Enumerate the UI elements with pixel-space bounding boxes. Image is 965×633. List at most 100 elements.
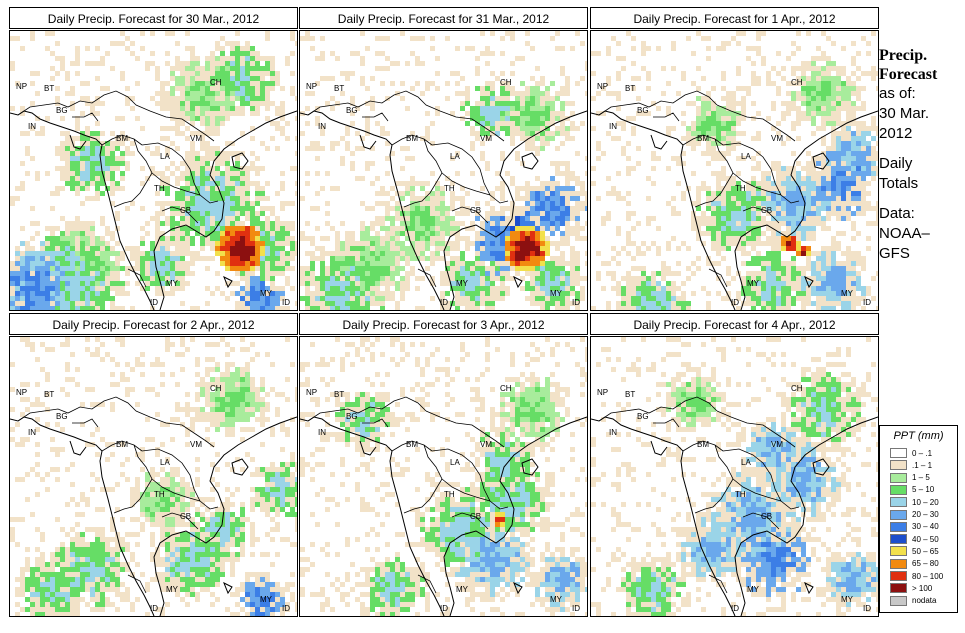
country-label: ID xyxy=(282,298,290,307)
country-label: BG xyxy=(346,106,358,115)
legend-swatch xyxy=(890,509,907,520)
country-label: BG xyxy=(637,412,649,421)
country-label: CH xyxy=(500,78,512,87)
legend-label: .1 – 1 xyxy=(912,460,933,470)
ppt-legend: PPT (mm) 0 – .1 .1 – 1 1 – 5 5 – 10 10 – 20 2… xyxy=(879,425,958,613)
country-label: TH xyxy=(735,184,746,193)
legend-swatch xyxy=(890,583,907,594)
legend-item: 80 – 100 xyxy=(890,571,943,581)
country-label: LA xyxy=(160,152,170,161)
country-label: BG xyxy=(637,106,649,115)
country-label: TH xyxy=(444,184,455,193)
country-label: VM xyxy=(771,440,783,449)
country-label: CH xyxy=(210,384,222,393)
country-label: MY xyxy=(260,289,273,298)
legend-item: 5 – 10 xyxy=(890,484,935,495)
legend-label: nodata xyxy=(912,596,937,606)
legend-item: 65 – 80 xyxy=(890,558,939,569)
country-label: MY xyxy=(456,585,469,594)
data-label: Data: xyxy=(879,205,915,222)
legend-label: 0 – .1 xyxy=(912,448,933,458)
country-label: CB xyxy=(180,512,191,521)
legend-item: nodata xyxy=(890,595,937,606)
country-label: MY xyxy=(166,279,179,288)
country-label: TH xyxy=(444,490,455,499)
forecast-panel-4: Daily Precip. Forecast for 2 Apr., 2012 … xyxy=(9,313,300,617)
country-label: LA xyxy=(160,458,170,467)
precip-map: NP BT BG IN BM CH VM LA TH CB MY ID MY ID xyxy=(590,336,879,617)
precip-map: NP BT BG IN BM CH VM LA TH CB MY ID MY ID xyxy=(590,30,879,311)
country-label: BM xyxy=(116,440,128,449)
country-label: ID xyxy=(282,604,290,613)
country-label: VM xyxy=(480,440,492,449)
totals-label: Totals xyxy=(879,175,919,192)
country-label: BG xyxy=(56,412,68,421)
issue-date-line-1: 30 Mar. xyxy=(879,105,930,122)
precip-map: NP BT BG IN BM CH VM LA TH CB MY ID MY ID xyxy=(299,30,588,311)
country-label: ID xyxy=(440,298,448,307)
country-label: BM xyxy=(116,134,128,143)
country-label: IN xyxy=(318,122,326,131)
country-label: ID xyxy=(731,298,739,307)
legend-title: PPT (mm) xyxy=(893,430,944,442)
country-label: CH xyxy=(210,78,222,87)
panel-title: Daily Precip. Forecast for 2 Apr., 2012 xyxy=(9,313,298,335)
forecast-info: Precip. Forecast as of: 30 Mar. 2012 Dai… xyxy=(879,46,965,264)
forecast-panel-6: Daily Precip. Forecast for 4 Apr., 2012 … xyxy=(590,313,881,617)
precip-map: NP BT BG IN BM CH VM LA TH CB MY ID MY ID xyxy=(9,336,298,617)
panel-title: Daily Precip. Forecast for 3 Apr., 2012 xyxy=(299,313,588,335)
legend-label: > 100 xyxy=(912,583,933,593)
legend-swatch xyxy=(890,571,907,581)
source-line-1: NOAA– xyxy=(879,225,930,242)
country-label: VM xyxy=(190,440,202,449)
legend-swatch xyxy=(890,460,907,471)
legend-item: 10 – 20 xyxy=(890,497,939,508)
country-label: MY xyxy=(456,279,469,288)
legend-swatch xyxy=(890,472,907,483)
country-label: IN xyxy=(28,122,36,131)
country-label: MY xyxy=(166,585,179,594)
country-label: NP xyxy=(16,388,27,397)
country-label: ID xyxy=(440,604,448,613)
legend-item: 40 – 50 xyxy=(890,534,939,545)
country-label: NP xyxy=(306,388,317,397)
country-label: ID xyxy=(863,298,871,307)
legend-label: 65 – 80 xyxy=(912,559,939,569)
legend-swatch xyxy=(890,534,907,545)
forecast-panel-5: Daily Precip. Forecast for 3 Apr., 2012 … xyxy=(299,313,590,617)
precip-map: NP BT BG IN BM CH VM LA TH CB MY ID MY ID xyxy=(9,30,298,311)
legend-label: 30 – 40 xyxy=(912,522,939,532)
country-label: CB xyxy=(761,206,772,215)
legend-swatch xyxy=(890,484,907,495)
legend-swatch xyxy=(890,497,907,508)
country-label: IN xyxy=(28,428,36,437)
country-label: CH xyxy=(791,78,803,87)
country-label: BG xyxy=(56,106,68,115)
legend-label: 20 – 30 xyxy=(912,510,939,519)
country-label: NP xyxy=(306,82,317,91)
legend-label: 1 – 5 xyxy=(912,473,930,483)
country-label: MY xyxy=(550,289,563,298)
country-label: MY xyxy=(747,279,760,288)
country-label: BT xyxy=(44,84,54,93)
legend-item: .1 – 1 xyxy=(890,460,933,471)
legend-swatch xyxy=(890,448,907,458)
country-label: ID xyxy=(150,604,158,613)
forecast-panel-2: Daily Precip. Forecast for 31 Mar., 2012… xyxy=(299,7,590,311)
legend-label: 5 – 10 xyxy=(912,485,935,495)
country-label: MY xyxy=(747,585,760,594)
country-label: ID xyxy=(150,298,158,307)
country-label: BT xyxy=(625,390,635,399)
legend-item: 1 – 5 xyxy=(890,472,930,483)
country-label: IN xyxy=(609,428,617,437)
country-label: CB xyxy=(470,512,481,521)
country-label: BM xyxy=(406,134,418,143)
forecast-panel-1: Daily Precip. Forecast for 30 Mar., 2012… xyxy=(9,7,300,311)
country-label: CH xyxy=(791,384,803,393)
panel-title: Daily Precip. Forecast for 1 Apr., 2012 xyxy=(590,7,879,29)
country-label: ID xyxy=(572,298,580,307)
country-label: MY xyxy=(841,595,854,604)
country-label: CB xyxy=(761,512,772,521)
country-label: BM xyxy=(697,134,709,143)
country-label: VM xyxy=(771,134,783,143)
